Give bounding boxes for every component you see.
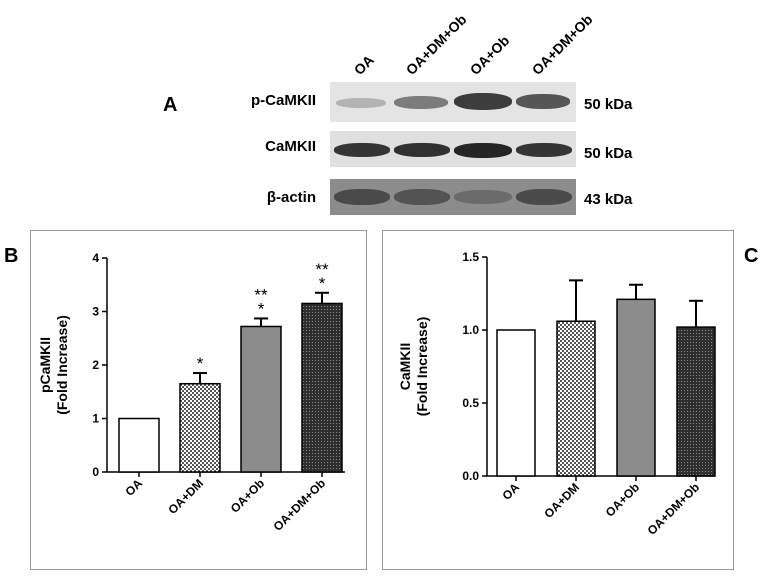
band — [516, 143, 572, 157]
band — [454, 93, 512, 110]
bar — [676, 326, 716, 477]
panel-a-letter: A — [163, 94, 178, 116]
x-tick-label: OA+Ob — [603, 480, 642, 519]
band — [336, 98, 386, 108]
band — [516, 189, 572, 205]
x-tick-label: OA+DM — [541, 480, 582, 521]
y-tick-label: 4 — [92, 251, 99, 265]
blot-row-label-camkii: CaMKII — [265, 138, 316, 155]
y-axis-label: pCaMKII (Fold Increase) — [37, 315, 70, 415]
band — [454, 190, 512, 204]
bar — [496, 329, 536, 477]
band — [394, 96, 448, 109]
x-tick-label: OA+DM+Ob — [645, 480, 703, 538]
y-axis-label-line2: (Fold Increase) — [54, 315, 70, 415]
x-tick-label: OA — [499, 480, 522, 503]
bar — [118, 417, 160, 473]
blot-strip-beta-actin — [330, 179, 576, 215]
significance-mark: ** — [254, 285, 268, 304]
band — [454, 143, 512, 158]
kda-label-camkii: 50 kDa — [584, 145, 633, 162]
band — [334, 189, 390, 205]
y-tick-label: 0 — [92, 465, 99, 479]
significance-mark: * — [319, 274, 326, 293]
band — [394, 143, 450, 157]
y-axis-label-line1: pCaMKII — [37, 337, 53, 393]
y-tick-label: 3 — [92, 305, 99, 319]
band — [516, 94, 570, 109]
bar — [616, 298, 656, 477]
y-axis-label: CaMKII (Fold Increase) — [397, 317, 430, 417]
panel-c-letter: C — [744, 245, 759, 267]
y-tick-label: 1.0 — [462, 323, 479, 337]
y-tick-label: 0.0 — [462, 469, 479, 483]
y-tick-label: 0.5 — [462, 396, 479, 410]
y-axis-label-line2: (Fold Increase) — [414, 317, 430, 417]
significance-mark: * — [258, 299, 265, 318]
blot-row-label-beta-actin: β-actin — [266, 189, 316, 206]
kda-label-p-camkii: 50 kDa — [584, 96, 633, 113]
bar — [240, 325, 282, 473]
significance-mark: * — [197, 354, 204, 373]
bar — [179, 382, 221, 473]
band — [334, 143, 390, 157]
kda-label-beta-actin: 43 kDa — [584, 191, 633, 208]
bar — [556, 320, 596, 477]
band — [394, 189, 450, 205]
panel-b-letter: B — [4, 245, 19, 267]
y-axis-label-line1: CaMKII — [397, 343, 413, 390]
blot-row-label-p-camkii: p-CaMKII — [251, 92, 316, 109]
y-tick-label: 1.5 — [462, 250, 479, 264]
y-tick-label: 1 — [92, 412, 99, 426]
y-tick-label: 2 — [92, 358, 99, 372]
blot-strip-p-camkii — [330, 82, 576, 122]
blot-strip-camkii — [330, 131, 576, 167]
significance-mark: ** — [315, 260, 329, 279]
